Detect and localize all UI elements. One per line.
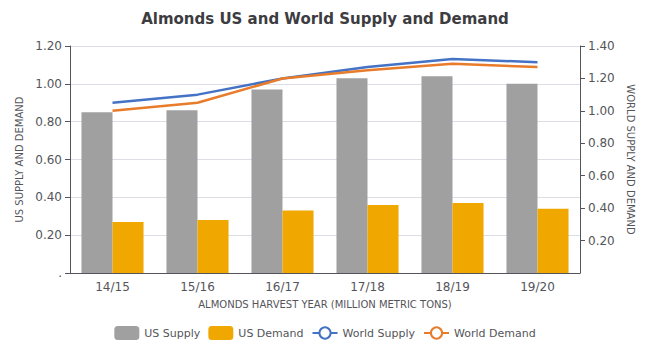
svg-text:1.40: 1.40 — [588, 39, 615, 53]
svg-text:17/18: 17/18 — [350, 280, 385, 294]
svg-text:0.20: 0.20 — [35, 228, 62, 242]
svg-text:15/16: 15/16 — [180, 280, 215, 294]
svg-text:1.20: 1.20 — [35, 39, 62, 53]
svg-text:World Demand: World Demand — [454, 327, 536, 340]
svg-text:16/17: 16/17 — [265, 280, 300, 294]
svg-text:0.20: 0.20 — [588, 234, 615, 248]
svg-text:US Demand: US Demand — [238, 327, 303, 340]
svg-text:18/19: 18/19 — [435, 280, 470, 294]
svg-text:0.40: 0.40 — [588, 201, 615, 215]
svg-text:0.80: 0.80 — [588, 136, 615, 150]
svg-text:WORLD SUPPLY AND DEMAND: WORLD SUPPLY AND DEMAND — [625, 84, 636, 235]
svg-text:1.20: 1.20 — [588, 71, 615, 85]
svg-text:19/20: 19/20 — [520, 280, 555, 294]
svg-text:1.00: 1.00 — [35, 77, 62, 91]
svg-text:0.60: 0.60 — [588, 169, 615, 183]
svg-text:0.40: 0.40 — [35, 190, 62, 204]
svg-text:14/15: 14/15 — [95, 280, 130, 294]
svg-text:US Supply: US Supply — [144, 327, 201, 340]
svg-text:ALMONDS HARVEST YEAR (MILLION: ALMONDS HARVEST YEAR (MILLION METRIC TON… — [198, 299, 452, 310]
svg-text:US SUPPLY AND DEMAND: US SUPPLY AND DEMAND — [14, 96, 25, 222]
svg-text:World Supply: World Supply — [343, 327, 416, 340]
svg-text:0.80: 0.80 — [35, 115, 62, 129]
svg-text:0.60: 0.60 — [35, 153, 62, 167]
svg-text:1.00: 1.00 — [588, 104, 615, 118]
svg-text:Almonds US and World Supply an: Almonds US and World Supply and Demand — [141, 10, 509, 28]
svg-text:.: . — [58, 266, 62, 280]
